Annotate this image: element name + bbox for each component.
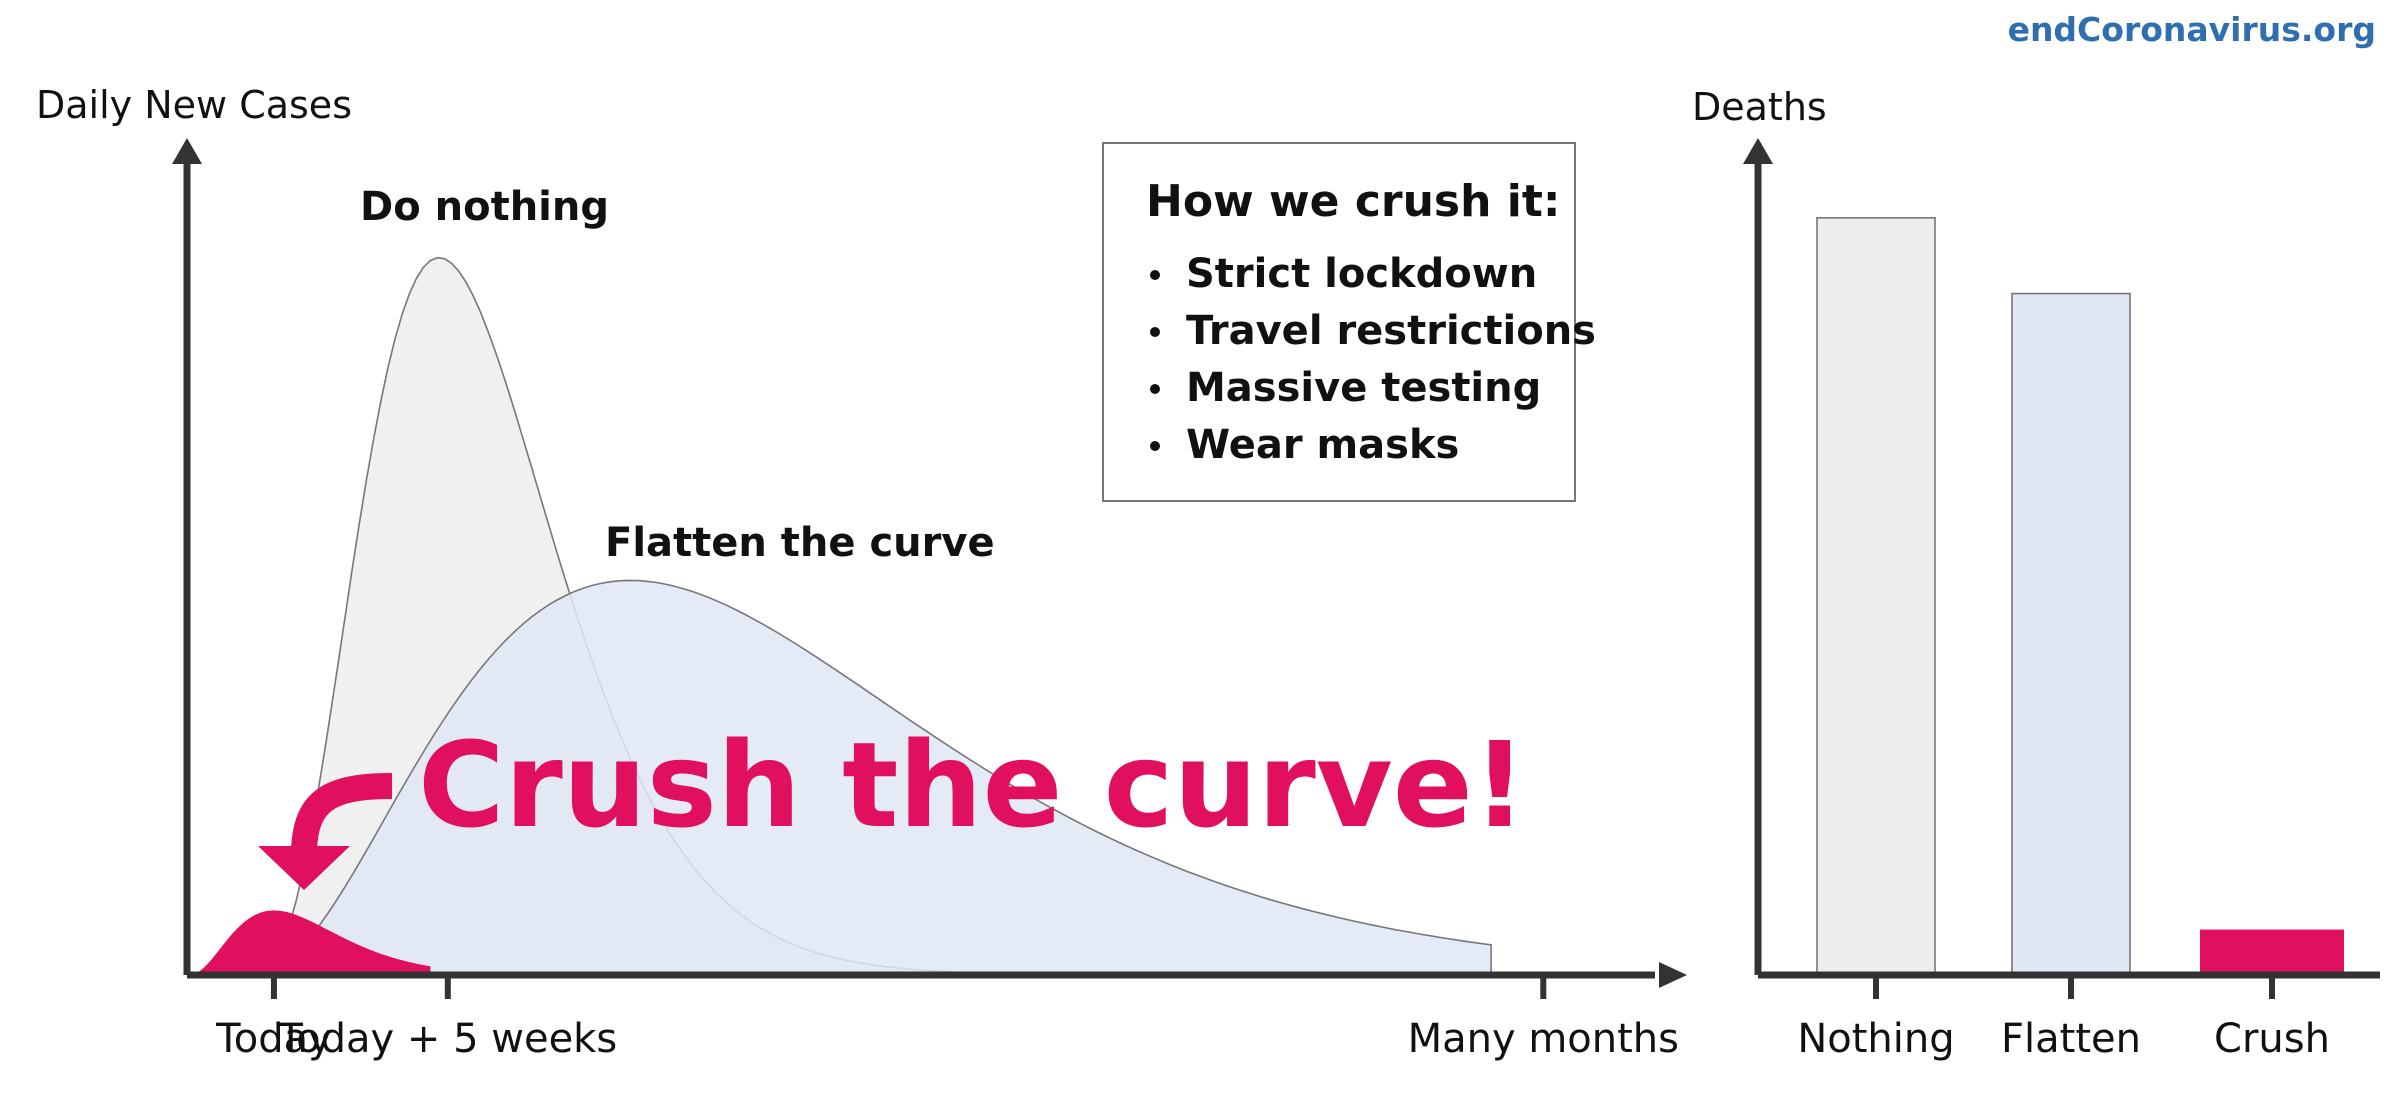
deaths-chart: Nothing Flatten Crush Deaths — [1692, 85, 2380, 1062]
brand-label[interactable]: endCoronavirus.org — [2007, 10, 2376, 49]
crush-arrow-icon — [258, 773, 393, 890]
x-axis-arrow-icon — [1659, 962, 1687, 988]
info-box: How we crush it: Strict lockdown Travel re… — [1102, 142, 1596, 502]
deaths-labels: Nothing Flatten Crush Deaths — [1692, 85, 2330, 1062]
info-box-item: Strict lockdown — [1186, 251, 1537, 297]
bar-flatten — [2011, 292, 2131, 976]
bar-category-label: Flatten — [2001, 1016, 2141, 1062]
curves-layer — [187, 256, 1492, 976]
crush-curve — [187, 910, 431, 975]
y-axis-arrow-icon — [172, 138, 202, 164]
info-box-item: Travel restrictions — [1186, 308, 1596, 354]
crush-arrow-head — [258, 846, 350, 890]
x-tick-label: Many months — [1408, 1016, 1679, 1062]
bar-category-label: Crush — [2214, 1016, 2330, 1062]
bars-layer — [1816, 217, 2344, 976]
info-box-frame — [1102, 142, 1576, 502]
info-box-item: Massive testing — [1186, 365, 1541, 411]
flatten-curve — [247, 579, 1492, 976]
deaths-axes — [1743, 138, 2380, 999]
deaths-y-axis-arrow-icon — [1743, 138, 1773, 164]
bar-crush — [2200, 929, 2344, 975]
bullet-icon — [1150, 384, 1160, 394]
x-tick-label: Today — [215, 1016, 332, 1062]
bar-category-label: Nothing — [1797, 1016, 1954, 1062]
info-box-title: How we crush it: — [1146, 176, 1560, 227]
bullet-icon — [1150, 270, 1160, 280]
series-label-do-nothing: Do nothing — [360, 184, 609, 230]
bar-nothing — [1816, 217, 1936, 976]
crush-arrow-shaft — [291, 773, 393, 851]
bullet-icon — [1150, 441, 1160, 451]
y-axis-title: Daily New Cases — [36, 83, 352, 127]
series-label-flatten: Flatten the curve — [605, 520, 995, 566]
x-tick-label: Today + 5 weeks — [277, 1016, 617, 1062]
bullet-icon — [1150, 327, 1160, 337]
cases-axes — [172, 138, 1687, 999]
deaths-axis-title: Deaths — [1692, 85, 1827, 129]
crush-annotation: Crush the curve! — [418, 716, 1527, 854]
info-box-item: Wear masks — [1186, 422, 1459, 468]
